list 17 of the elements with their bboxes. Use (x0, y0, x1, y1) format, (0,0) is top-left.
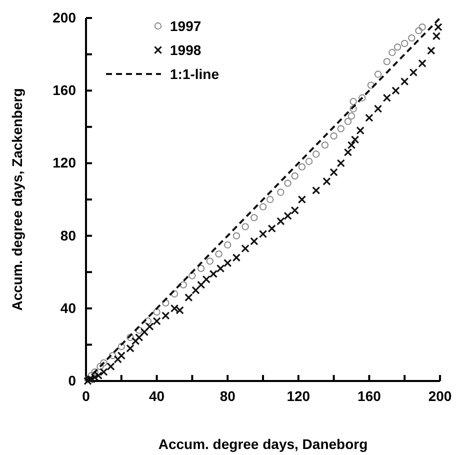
y-tick-label: 40 (60, 300, 76, 316)
y-tick-label: 160 (52, 82, 76, 98)
y-axis-title: Accum. degree days, Zackenberg (9, 88, 25, 311)
legend-label: 1998 (170, 42, 202, 58)
x-tick-label: 0 (82, 388, 90, 404)
y-tick-label: 120 (52, 154, 76, 171)
y-tick-label: 200 (52, 9, 76, 26)
x-tick-label: 160 (358, 388, 382, 404)
x-tick-label: 120 (286, 388, 310, 404)
x-tick-label: 40 (149, 388, 165, 404)
x-tick-label: 80 (220, 388, 236, 404)
y-tick-label: 0 (68, 372, 76, 388)
x-tick-label: 200 (428, 388, 452, 404)
x-axis-title: Accum. degree days, Daneborg (158, 436, 368, 452)
legend-label: 1:1-line (170, 66, 220, 82)
y-tick-label: 80 (60, 227, 76, 244)
legend-label: 1997 (170, 18, 202, 34)
